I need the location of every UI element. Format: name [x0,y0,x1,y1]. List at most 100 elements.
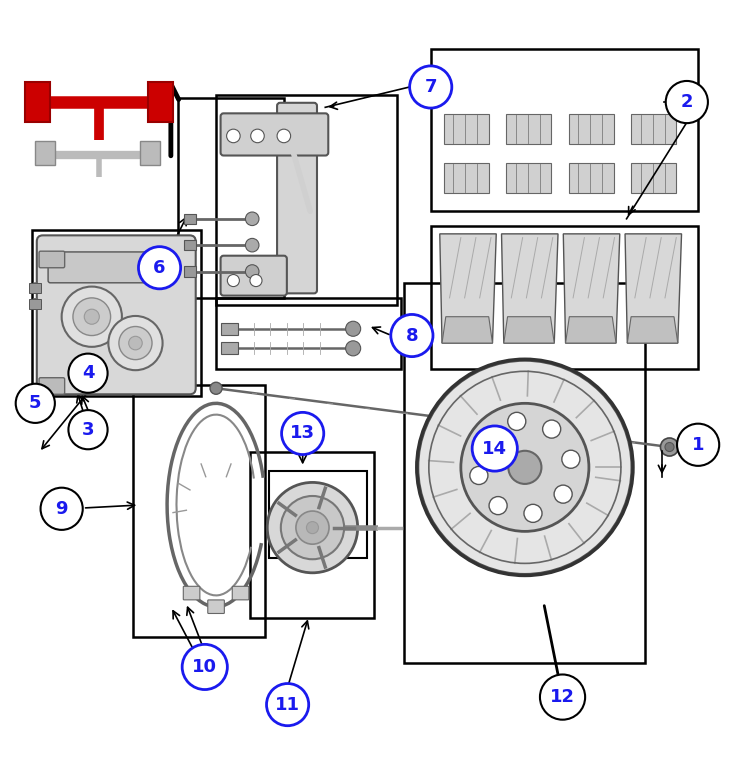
Circle shape [677,424,719,466]
Text: 2: 2 [680,93,693,111]
FancyBboxPatch shape [569,163,614,193]
Text: 13: 13 [290,424,315,442]
Circle shape [554,485,572,503]
Circle shape [228,275,240,287]
FancyBboxPatch shape [29,298,41,309]
Circle shape [666,81,708,123]
Circle shape [268,482,358,573]
Polygon shape [503,317,554,343]
Text: 7: 7 [424,78,437,96]
FancyBboxPatch shape [184,214,196,224]
Polygon shape [440,234,496,343]
Circle shape [472,426,517,471]
Circle shape [277,129,290,143]
FancyBboxPatch shape [39,251,65,268]
Text: 11: 11 [275,696,300,714]
Circle shape [62,287,122,347]
FancyBboxPatch shape [140,141,160,165]
Circle shape [296,511,329,544]
FancyBboxPatch shape [444,114,488,145]
FancyBboxPatch shape [506,114,551,145]
FancyBboxPatch shape [208,600,225,614]
Polygon shape [442,317,492,343]
FancyBboxPatch shape [232,586,249,600]
FancyBboxPatch shape [184,240,196,251]
Circle shape [119,327,152,360]
Circle shape [250,275,262,287]
Circle shape [30,298,41,309]
Circle shape [478,431,496,450]
FancyBboxPatch shape [183,586,200,600]
FancyBboxPatch shape [221,256,287,295]
Circle shape [246,265,259,278]
Circle shape [227,129,240,143]
Circle shape [73,298,110,335]
Circle shape [410,66,452,108]
Circle shape [281,412,324,454]
Polygon shape [563,234,620,343]
FancyBboxPatch shape [631,114,677,145]
Text: 10: 10 [192,658,217,676]
FancyBboxPatch shape [222,342,238,355]
Circle shape [280,496,344,559]
Circle shape [665,442,674,451]
Circle shape [16,384,55,423]
Text: 14: 14 [482,440,507,458]
Circle shape [210,382,222,394]
Circle shape [246,238,259,252]
Text: 4: 4 [82,365,94,382]
Circle shape [69,354,107,393]
Text: 6: 6 [153,258,166,277]
Circle shape [138,247,181,289]
FancyBboxPatch shape [444,163,488,193]
Circle shape [129,336,142,350]
Circle shape [391,315,433,357]
FancyBboxPatch shape [25,82,51,122]
Circle shape [69,410,107,449]
FancyBboxPatch shape [39,378,65,394]
Circle shape [489,497,507,514]
Circle shape [267,684,308,726]
Circle shape [41,488,82,530]
Circle shape [508,412,526,431]
Circle shape [84,309,99,325]
FancyBboxPatch shape [147,82,173,122]
FancyBboxPatch shape [184,266,196,277]
FancyBboxPatch shape [29,283,41,293]
Circle shape [508,451,541,484]
FancyBboxPatch shape [221,113,328,155]
Circle shape [543,420,561,438]
Text: 12: 12 [550,688,575,706]
FancyBboxPatch shape [506,163,551,193]
Text: 3: 3 [82,421,94,438]
Circle shape [469,467,488,484]
Circle shape [246,212,259,225]
Circle shape [345,321,361,336]
FancyBboxPatch shape [631,163,677,193]
Circle shape [524,504,542,522]
FancyBboxPatch shape [222,323,238,335]
FancyBboxPatch shape [277,103,317,293]
Circle shape [461,403,589,531]
Polygon shape [565,317,616,343]
FancyBboxPatch shape [48,252,173,283]
FancyBboxPatch shape [569,114,614,145]
FancyBboxPatch shape [35,141,55,165]
Text: 8: 8 [405,327,418,345]
FancyBboxPatch shape [37,235,196,394]
Polygon shape [625,234,682,343]
Circle shape [661,438,679,456]
Circle shape [251,129,265,143]
Circle shape [540,674,585,720]
Text: 9: 9 [55,500,68,518]
Circle shape [108,316,163,370]
Circle shape [562,450,580,468]
Text: 1: 1 [692,436,705,454]
Circle shape [30,283,41,293]
Ellipse shape [417,360,632,574]
Circle shape [345,341,361,356]
Text: 5: 5 [29,394,42,412]
Circle shape [306,521,318,534]
Polygon shape [501,234,558,343]
Polygon shape [627,317,678,343]
